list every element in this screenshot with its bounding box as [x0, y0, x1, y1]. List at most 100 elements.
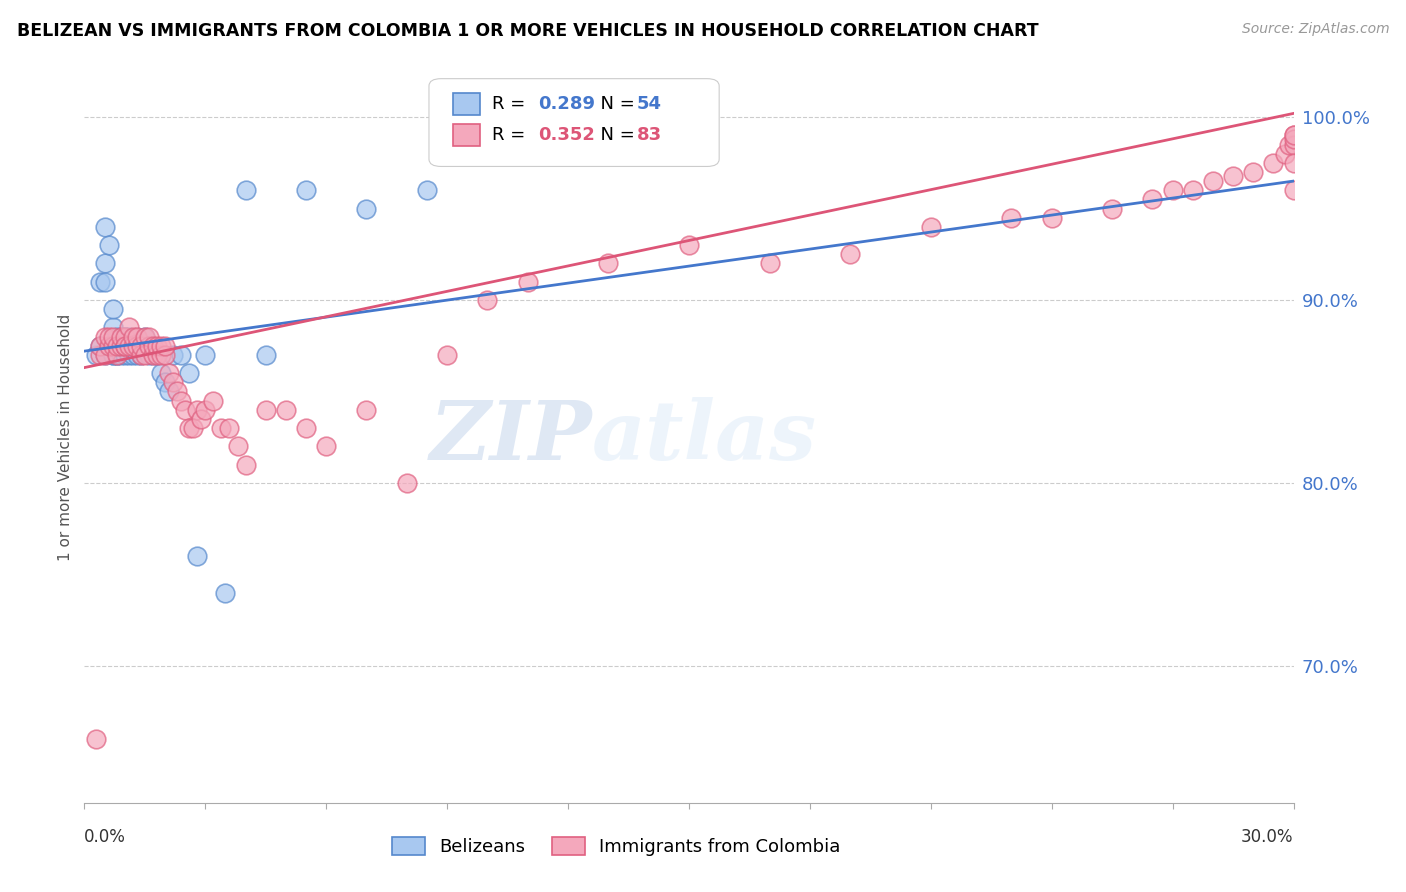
Point — [181, 421, 204, 435]
Point — [118, 329, 141, 343]
Point — [97, 338, 120, 352]
Point — [1161, 183, 1184, 197]
Point — [315, 439, 337, 453]
Point — [138, 329, 160, 343]
Point — [93, 348, 115, 362]
Point — [101, 329, 124, 343]
Point — [93, 348, 115, 362]
Point — [125, 329, 148, 343]
Text: 0.289: 0.289 — [538, 95, 595, 113]
Point — [114, 338, 136, 352]
Text: R =: R = — [492, 126, 531, 144]
Point — [105, 329, 128, 343]
Point — [114, 338, 136, 352]
Point — [1282, 137, 1305, 152]
Point — [125, 329, 148, 343]
Point — [125, 338, 148, 352]
Bar — [453, 124, 479, 146]
Point — [186, 549, 208, 563]
Point — [118, 338, 141, 352]
Point — [89, 348, 111, 362]
Point — [97, 329, 120, 343]
Point — [105, 348, 128, 362]
Point — [174, 402, 197, 417]
Point — [170, 393, 193, 408]
Point — [93, 256, 115, 270]
Point — [1278, 137, 1301, 152]
Point — [134, 338, 156, 352]
Point — [1274, 146, 1296, 161]
Point — [1181, 183, 1204, 197]
Text: 0.352: 0.352 — [538, 126, 595, 144]
Point — [149, 348, 172, 362]
Point — [157, 366, 180, 380]
Point — [134, 348, 156, 362]
Point — [129, 348, 152, 362]
Point — [97, 338, 120, 352]
Point — [118, 320, 141, 334]
Point — [114, 338, 136, 352]
Point — [114, 329, 136, 343]
Point — [129, 348, 152, 362]
Point — [121, 338, 143, 352]
Point — [194, 402, 217, 417]
Point — [162, 348, 184, 362]
Point — [86, 348, 108, 362]
Text: 0.0%: 0.0% — [84, 828, 127, 846]
Point — [121, 348, 143, 362]
Point — [194, 348, 217, 362]
Point — [678, 238, 700, 252]
Point — [179, 366, 201, 380]
Point — [1000, 211, 1022, 225]
Point — [1282, 155, 1305, 169]
Point — [202, 393, 225, 408]
Point — [436, 348, 458, 362]
Point — [101, 320, 124, 334]
Legend: Belizeans, Immigrants from Colombia: Belizeans, Immigrants from Colombia — [392, 837, 841, 856]
Point — [1282, 132, 1305, 146]
Point — [920, 219, 942, 234]
Text: 54: 54 — [637, 95, 662, 113]
Bar — [453, 94, 479, 115]
Point — [110, 338, 132, 352]
Point — [274, 402, 297, 417]
Point — [121, 338, 143, 352]
Point — [598, 256, 620, 270]
Point — [157, 384, 180, 399]
Point — [110, 329, 132, 343]
Point — [1263, 155, 1285, 169]
Point — [254, 348, 277, 362]
Point — [121, 338, 143, 352]
Point — [153, 348, 176, 362]
Point — [118, 338, 141, 352]
Point — [118, 348, 141, 362]
Point — [134, 329, 156, 343]
Point — [101, 301, 124, 316]
Point — [162, 375, 184, 389]
Point — [146, 348, 169, 362]
Point — [114, 329, 136, 343]
Point — [356, 402, 378, 417]
Point — [758, 256, 780, 270]
Point — [86, 731, 108, 746]
Point — [105, 338, 128, 352]
Point — [105, 348, 128, 362]
Point — [114, 338, 136, 352]
Point — [125, 348, 148, 362]
Point — [134, 329, 156, 343]
Point — [516, 275, 538, 289]
Point — [1202, 174, 1225, 188]
Point — [121, 329, 143, 343]
Y-axis label: 1 or more Vehicles in Household: 1 or more Vehicles in Household — [58, 313, 73, 561]
Point — [138, 338, 160, 352]
Point — [110, 329, 132, 343]
Point — [186, 402, 208, 417]
Point — [209, 421, 232, 435]
Point — [142, 338, 165, 352]
Text: 30.0%: 30.0% — [1241, 828, 1294, 846]
Point — [235, 458, 257, 472]
Point — [153, 338, 176, 352]
Point — [138, 348, 160, 362]
Point — [395, 475, 418, 490]
Point — [101, 348, 124, 362]
